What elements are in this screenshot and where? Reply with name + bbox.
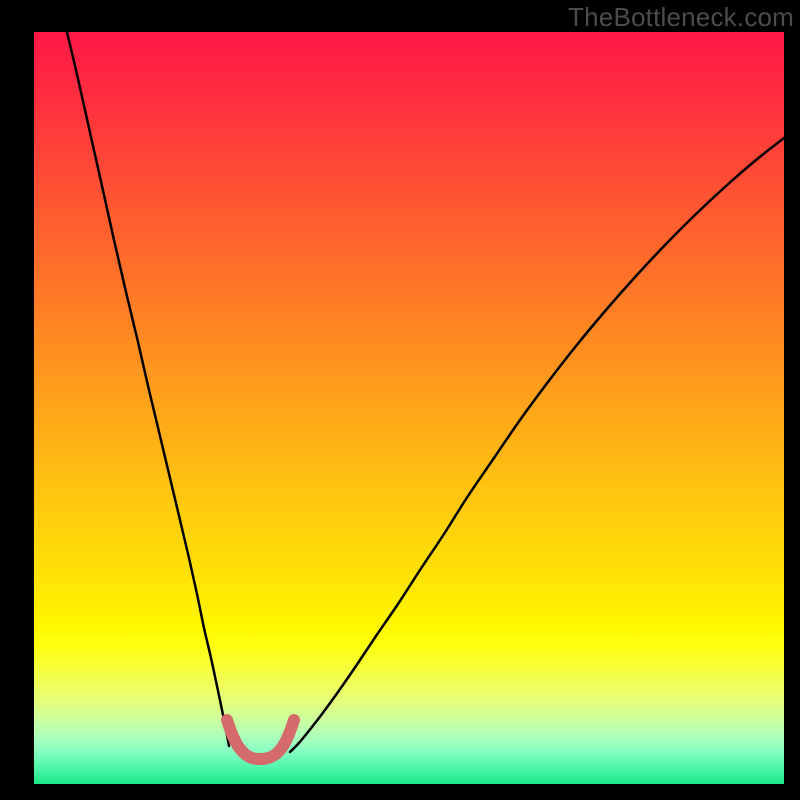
plot-area: [34, 32, 784, 784]
watermark-text: TheBottleneck.com: [568, 0, 800, 34]
gradient-background: [34, 32, 784, 784]
chart-canvas: TheBottleneck.com: [0, 0, 800, 800]
